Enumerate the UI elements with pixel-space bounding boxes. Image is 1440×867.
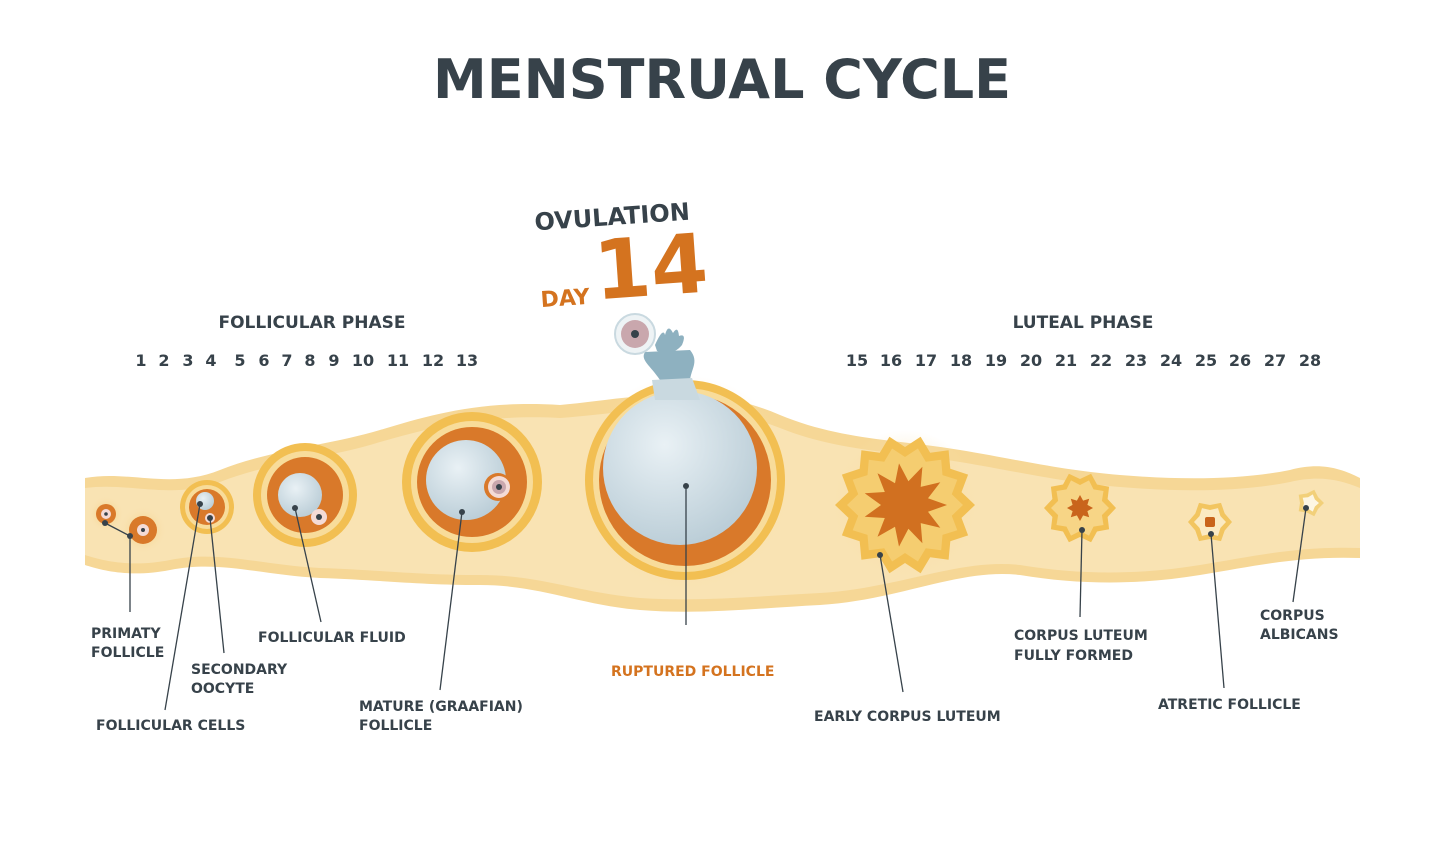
day-27: 27: [1264, 351, 1286, 370]
mature-follicle-label: MATURE (GRAAFIAN) FOLLICLE: [359, 699, 523, 734]
day-26: 26: [1229, 351, 1251, 370]
day-number: 14: [591, 217, 711, 320]
day-1: 1: [135, 351, 146, 370]
primary-follicle-label: PRIMATY FOLLICLE: [91, 626, 164, 661]
day-15: 15: [846, 351, 868, 370]
day-label: DAY: [540, 285, 592, 313]
day-2: 2: [158, 351, 169, 370]
follicular-phase-label: FOLLICULAR PHASE: [218, 313, 405, 333]
secondary-follicle-illustration: [180, 480, 234, 534]
luteal-phase-label: LUTEAL PHASE: [1013, 313, 1154, 333]
atretic-follicle-illustration: [1188, 502, 1232, 542]
day-28: 28: [1299, 351, 1321, 370]
ovulation-callout: OVULATION DAY 14: [534, 198, 712, 320]
primary-follicle-illustration: [88, 496, 167, 554]
day-24: 24: [1160, 351, 1182, 370]
day-21: 21: [1055, 351, 1077, 370]
day-4: 4: [205, 351, 216, 370]
day-23: 23: [1125, 351, 1147, 370]
follicular-fluid-label: FOLLICULAR FLUID: [258, 630, 406, 646]
day-18: 18: [950, 351, 972, 370]
day-9: 9: [328, 351, 339, 370]
day-22: 22: [1090, 351, 1112, 370]
secondary-oocyte-label: SECONDARY OOCYTE: [191, 662, 288, 697]
luteal-days: 15 16 17 18 19 20 21 22 23 24 25 26 27 2…: [846, 351, 1321, 370]
follicular-days: 1 2 3 4 5 6 7 8 9 10 11 12 13: [135, 351, 478, 370]
day-11: 11: [387, 351, 409, 370]
corpus-luteum-label: CORPUS LUTEUM FULLY FORMED: [1014, 628, 1148, 664]
day-6: 6: [258, 351, 269, 370]
day-13: 13: [456, 351, 478, 370]
day-20: 20: [1020, 351, 1042, 370]
follicular-fluid-illustration: [253, 443, 357, 547]
follicular-cells-label: FOLLICULAR CELLS: [96, 718, 245, 734]
corpus-albicans-label: CORPUS ALBICANS: [1260, 608, 1339, 643]
leader-lines: [102, 483, 1309, 711]
ruptured-follicle-label: RUPTURED FOLLICLE: [611, 664, 774, 680]
corpus-luteum-illustration: [1044, 473, 1116, 543]
mature-follicle-illustration: [402, 412, 542, 552]
day-3: 3: [182, 351, 193, 370]
day-5: 5: [234, 351, 245, 370]
ruptured-follicle-illustration: [575, 313, 795, 595]
day-17: 17: [915, 351, 937, 370]
day-25: 25: [1195, 351, 1217, 370]
atretic-follicle-label: ATRETIC FOLLICLE: [1158, 697, 1301, 713]
day-19: 19: [985, 351, 1007, 370]
day-7: 7: [281, 351, 292, 370]
day-8: 8: [304, 351, 315, 370]
page-title: MENSTRUAL CYCLE: [433, 48, 1011, 111]
early-corpus-luteum-illustration: [830, 430, 980, 580]
day-16: 16: [880, 351, 902, 370]
day-10: 10: [352, 351, 374, 370]
early-corpus-luteum-label: EARLY CORPUS LUTEUM: [814, 709, 1001, 725]
day-12: 12: [422, 351, 444, 370]
